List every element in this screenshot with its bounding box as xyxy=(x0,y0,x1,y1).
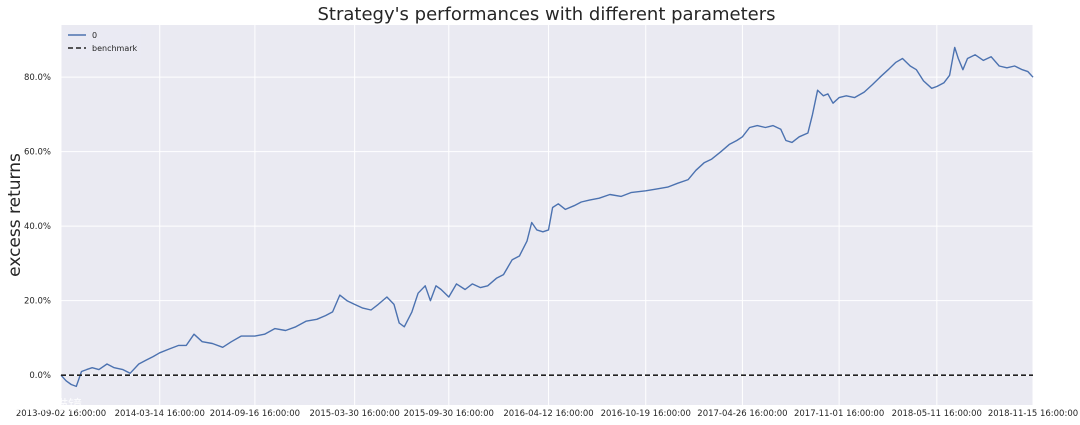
y-tick-label: 60.0% xyxy=(24,148,51,158)
grid-lines xyxy=(60,25,1034,405)
x-tick-label: 2018-05-11 16:00:00 xyxy=(892,409,982,419)
x-tick-label: 2015-03-30 16:00:00 xyxy=(310,409,400,419)
y-axis-label: excess returns xyxy=(5,153,25,277)
watermark-text: 大数喵镜 xyxy=(26,398,82,414)
y-tick-label: 20.0% xyxy=(24,297,51,307)
x-tick-label: 2017-11-01 16:00:00 xyxy=(794,409,884,419)
plot-area xyxy=(61,25,1033,405)
y-tick-label: 80.0% xyxy=(24,73,51,83)
x-tick-label: 2014-03-14 16:00:00 xyxy=(115,409,205,419)
legend-label: benchmark xyxy=(92,44,138,53)
x-tick-label: 2015-09-30 16:00:00 xyxy=(404,409,494,419)
y-tick-label: 40.0% xyxy=(24,222,51,232)
legend: 0 benchmark xyxy=(63,28,141,58)
series-layer xyxy=(60,46,1034,388)
watermark: 大数喵镜 xyxy=(9,397,82,414)
x-tick-labels: 2013-09-02 16:00:00 2014-03-14 16:00:00 20… xyxy=(16,409,1078,419)
x-tick-label: 2013-09-02 16:00:00 xyxy=(16,409,106,419)
legend-label: 0 xyxy=(92,31,97,40)
x-tick-label: 2014-09-16 16:00:00 xyxy=(210,409,300,419)
x-tick-label: 2018-11-15 16:00:00 xyxy=(988,409,1078,419)
y-tick-label: 0.0% xyxy=(29,371,51,381)
legend-box xyxy=(63,28,141,58)
x-tick-label: 2016-10-19 16:00:00 xyxy=(601,409,691,419)
y-tick-labels: 0.0% 20.0% 40.0% 60.0% 80.0% xyxy=(24,73,51,381)
series-line-0 xyxy=(60,46,1034,388)
chart-title: Strategy's performances with different p… xyxy=(317,4,775,25)
x-tick-label: 2017-04-26 16:00:00 xyxy=(697,409,787,419)
watermark-logo-icon xyxy=(9,397,23,411)
x-tick-label: 2016-04-12 16:00:00 xyxy=(503,409,593,419)
